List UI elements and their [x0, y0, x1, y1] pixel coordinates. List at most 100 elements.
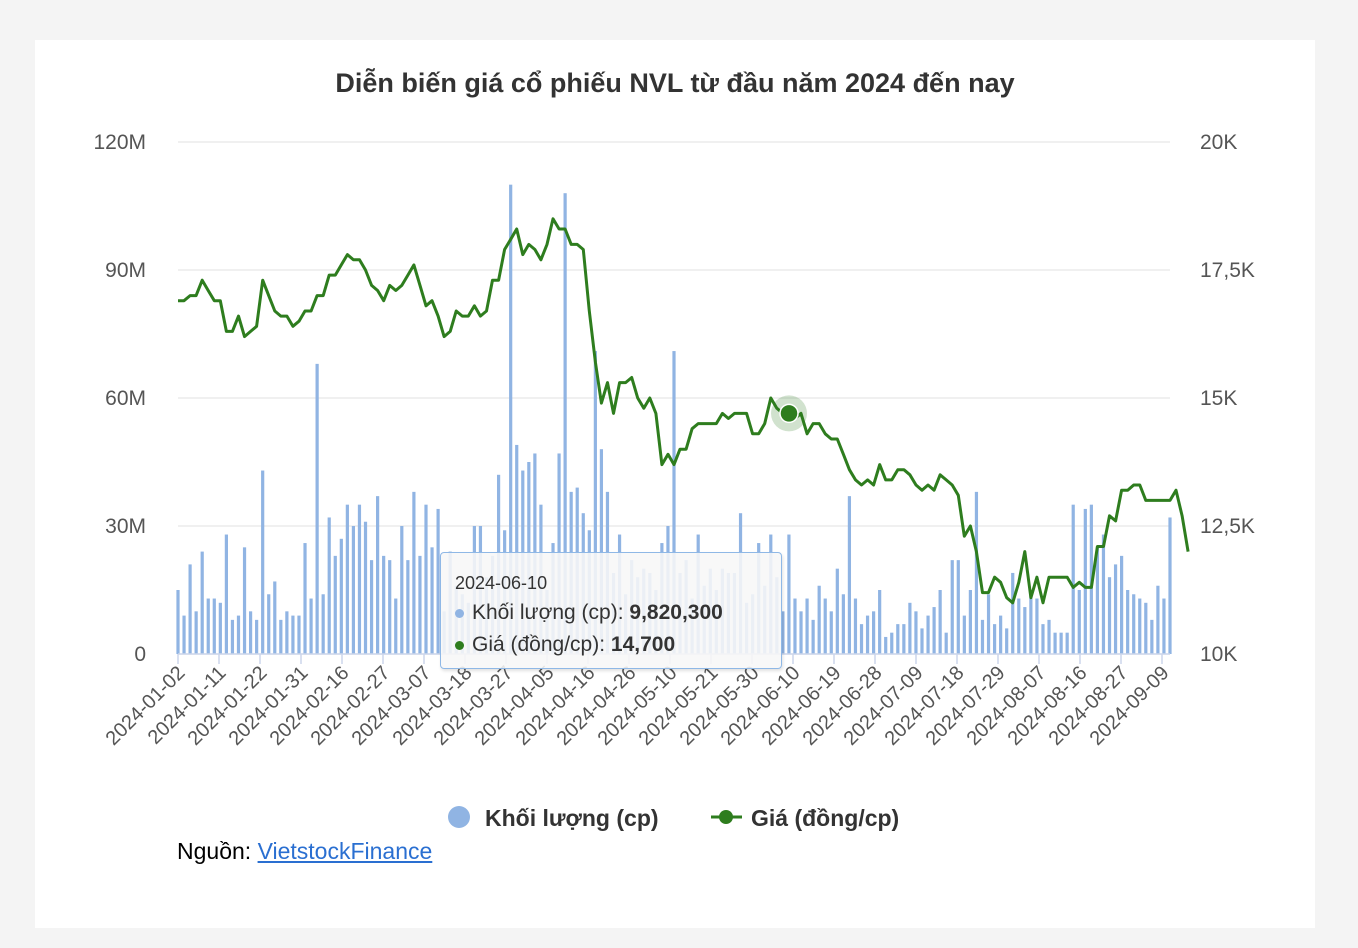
volume-bar	[388, 560, 392, 654]
price-line	[178, 217, 1190, 605]
volume-bar	[787, 534, 791, 654]
volume-bar	[291, 615, 295, 654]
volume-bar	[1083, 508, 1087, 654]
source-link[interactable]: VietstockFinance	[257, 838, 433, 864]
y-left-tick-label: 60M	[105, 387, 146, 410]
volume-bar	[1059, 632, 1063, 654]
volume-bar	[333, 555, 337, 654]
tooltip-price-label: Giá (đồng/cp)	[472, 633, 600, 656]
tooltip: 2024-06-10 Khối lượng (cp): 9,820,300 Gi…	[440, 552, 782, 669]
y-right-tick-label: 15K	[1200, 387, 1237, 410]
volume-bar	[206, 598, 210, 654]
volume-bar	[412, 491, 416, 654]
volume-bar	[1126, 590, 1130, 654]
tooltip-volume-value: 9,820,300	[629, 601, 723, 624]
volume-bar	[224, 534, 228, 654]
volume-bar	[908, 602, 912, 654]
volume-bar	[242, 547, 247, 654]
volume-bar	[781, 611, 785, 654]
volume-bar	[962, 615, 966, 654]
legend-price-label: Giá (đồng/cp)	[751, 805, 899, 831]
volume-bar	[509, 184, 513, 654]
y-right-tick-label: 12,5K	[1200, 515, 1255, 538]
volume-bar	[1156, 585, 1160, 654]
volume-bar	[914, 611, 918, 654]
volume-bar	[872, 611, 876, 654]
volume-bar	[267, 594, 271, 654]
volume-bar	[974, 491, 979, 654]
volume-bar	[188, 564, 192, 654]
volume-bar	[176, 590, 180, 654]
volume-bar	[1107, 577, 1112, 654]
volume-bar	[841, 594, 845, 654]
y-right-tick-label: 17,5K	[1200, 259, 1255, 282]
volume-bar	[339, 538, 343, 654]
volume-bar	[376, 496, 380, 654]
volume-bar	[1029, 594, 1033, 654]
volume-bar	[418, 555, 422, 654]
volume-bar	[956, 560, 960, 654]
volume-bar	[817, 585, 821, 654]
volume-bar	[351, 526, 356, 654]
volume-bar	[236, 615, 241, 654]
y-left-tick-label: 120M	[93, 131, 146, 154]
volume-bar	[1113, 564, 1118, 654]
price-dot-icon	[455, 640, 464, 650]
volume-bar	[285, 611, 289, 654]
volume-bar	[799, 611, 803, 654]
volume-bar	[811, 619, 815, 654]
volume-bar	[273, 581, 277, 654]
volume-bar	[1041, 624, 1045, 654]
volume-bar	[999, 615, 1003, 654]
volume-bar	[369, 560, 374, 654]
volume-bar	[884, 636, 888, 654]
volume-bar	[672, 351, 676, 654]
volume-bar	[1162, 598, 1166, 654]
volume-bar	[878, 590, 882, 654]
source-line: Nguồn: VietstockFinance	[177, 838, 432, 865]
volume-bar	[303, 543, 307, 654]
tooltip-price-row: Giá (đồng/cp): 14,700	[455, 633, 675, 657]
volume-bar	[230, 619, 235, 654]
y-right-tick-label: 20K	[1200, 131, 1237, 154]
volume-bar	[261, 470, 265, 654]
volume-bar	[357, 504, 362, 654]
tooltip-volume-label: Khối lượng (cp)	[472, 601, 618, 624]
volume-bar	[1005, 628, 1009, 654]
volume-bar	[424, 504, 428, 654]
volume-bar	[1071, 504, 1075, 654]
volume-bar	[212, 598, 216, 654]
volume-bar	[327, 517, 331, 654]
volume-bar	[1047, 619, 1051, 654]
volume-bar	[218, 602, 222, 654]
volume-bar	[279, 619, 283, 654]
volume-bar	[992, 624, 997, 654]
volume-bar	[859, 624, 864, 654]
volume-bar	[1035, 598, 1039, 654]
volume-bar	[938, 590, 942, 654]
volume-bar	[406, 560, 410, 654]
volume-bar	[1144, 602, 1148, 654]
volume-bar	[363, 521, 368, 654]
volume-bar	[1053, 632, 1057, 654]
volume-bar	[400, 526, 404, 654]
volume-bar	[968, 590, 972, 654]
tooltip-volume-row: Khối lượng (cp): 9,820,300	[455, 601, 723, 625]
volume-bar	[980, 619, 985, 654]
volume-bar	[829, 611, 833, 654]
volume-bar	[345, 504, 349, 654]
volume-bar	[902, 624, 906, 654]
volume-bar	[182, 615, 186, 654]
volume-bar	[1017, 598, 1021, 654]
volume-bar	[896, 624, 900, 654]
volume-bar	[321, 594, 325, 654]
volume-bar	[847, 496, 852, 654]
highlight-point	[779, 403, 799, 424]
volume-bar	[1120, 555, 1124, 654]
volume-bar	[950, 560, 954, 654]
y-left-tick-label: 30M	[105, 515, 146, 538]
y-right-tick-label: 10K	[1200, 643, 1237, 666]
volume-bar	[793, 598, 797, 654]
volume-bar	[200, 551, 204, 654]
volume-bar	[1095, 547, 1100, 654]
